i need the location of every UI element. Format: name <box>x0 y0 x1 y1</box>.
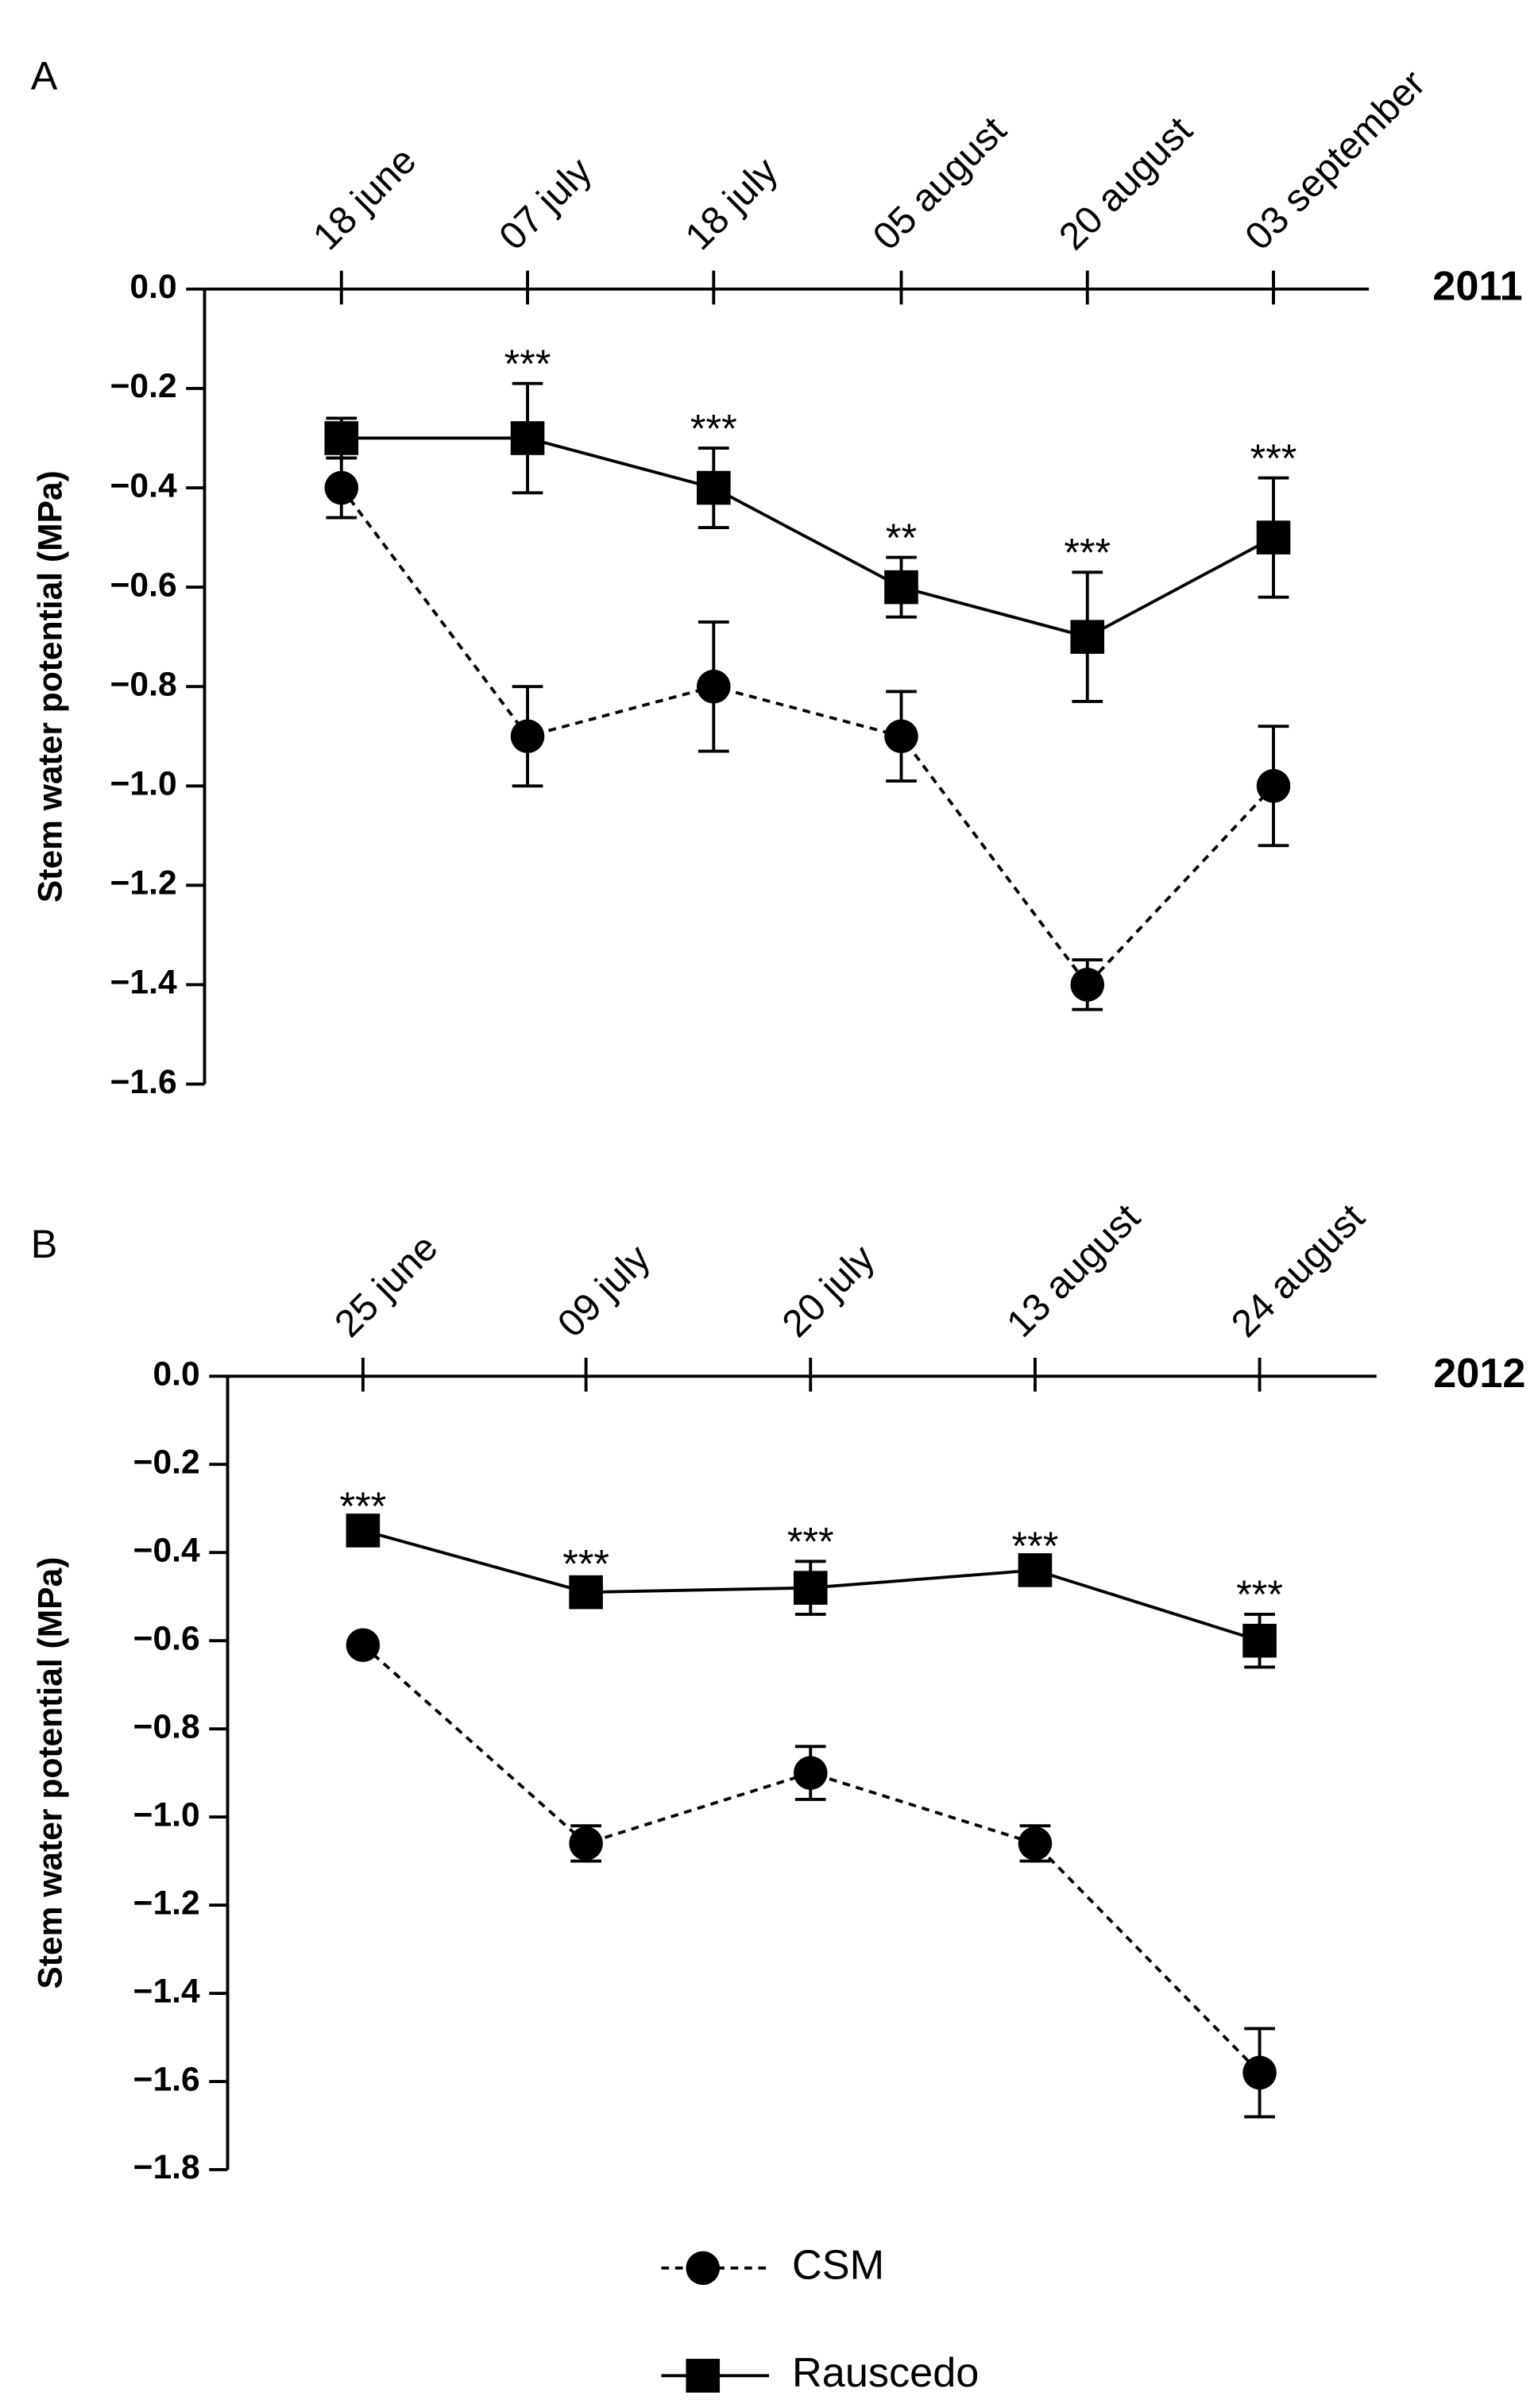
x-tick-label: 18 july <box>677 149 786 259</box>
x-tick-label: 25 june <box>327 1226 446 1345</box>
marker <box>346 1513 381 1548</box>
y-tick-label: −1.0 <box>110 765 177 803</box>
x-tick-label: 20 august <box>1051 108 1201 258</box>
significance-label: *** <box>1250 435 1297 481</box>
marker <box>1018 1553 1053 1587</box>
year-label: 2012 <box>1433 1351 1525 1397</box>
marker <box>510 719 545 754</box>
significance-label: *** <box>562 1540 609 1586</box>
marker <box>346 1628 381 1663</box>
marker <box>1242 1623 1277 1658</box>
y-tick-label: −0.8 <box>110 665 177 703</box>
y-tick-label: −1.4 <box>110 964 177 1002</box>
marker <box>1256 768 1291 803</box>
legend-label: CSM <box>792 2243 884 2289</box>
y-tick-label: 0.0 <box>153 1355 199 1393</box>
y-tick-label: −1.2 <box>110 864 177 903</box>
marker <box>1070 968 1105 1002</box>
y-tick-label: 0.0 <box>129 268 176 306</box>
significance-label: *** <box>1236 1571 1283 1617</box>
marker <box>884 719 918 754</box>
significance-label: ** <box>886 515 917 560</box>
year-label: 2011 <box>1432 264 1522 310</box>
y-tick-label: −0.6 <box>110 566 177 604</box>
y-tick-label: −1.2 <box>133 1884 200 1922</box>
marker <box>686 2251 721 2286</box>
x-tick-label: 03 september <box>1237 62 1433 258</box>
panel: A 2011 Stem water potential (MPa) 0.0 −0.2 −0… <box>31 52 1523 1101</box>
marker <box>686 2359 721 2393</box>
marker <box>793 1756 828 1790</box>
x-tick-label: 13 august <box>999 1196 1149 1346</box>
marker <box>324 421 359 455</box>
marker <box>1070 620 1105 654</box>
marker <box>569 1826 603 1861</box>
marker <box>324 470 359 505</box>
marker <box>697 669 731 704</box>
series-line <box>340 486 1275 988</box>
x-tick-label: 24 august <box>1223 1196 1374 1346</box>
y-tick-label: −1.8 <box>133 2148 200 2186</box>
significance-label: *** <box>1064 530 1111 575</box>
y-tick-label: −1.6 <box>110 1063 177 1101</box>
y-axis-title: Stem water potential (MPa) <box>31 1557 69 1989</box>
significance-label: *** <box>787 1519 834 1564</box>
x-tick-label: 09 july <box>550 1236 659 1346</box>
x-tick-label: 20 july <box>774 1236 883 1346</box>
marker <box>884 570 918 605</box>
significance-label: *** <box>504 341 551 386</box>
y-axis-title: Stem water potential (MPa) <box>31 470 69 903</box>
marker <box>510 421 545 455</box>
panel: B 2012 Stem water potential (MPa) 0.0 −0.2 −0… <box>31 1196 1526 2186</box>
panel-label: A <box>31 52 58 98</box>
y-tick-label: −0.8 <box>133 1707 200 1745</box>
panel-label: B <box>31 1221 58 1266</box>
y-tick-label: −1.6 <box>133 2060 200 2098</box>
significance-label: *** <box>1012 1523 1059 1568</box>
y-tick-label: −0.2 <box>110 367 177 405</box>
marker <box>1018 1826 1053 1861</box>
marker <box>1242 2055 1277 2090</box>
x-tick-label: 05 august <box>865 108 1015 258</box>
marker <box>793 1571 828 1605</box>
marker <box>569 1575 603 1610</box>
series-line <box>361 1644 1261 2074</box>
y-tick-label: −0.4 <box>133 1531 200 1569</box>
y-tick-label: −1.4 <box>133 1972 200 2010</box>
legend: CSM Rauscedo <box>661 2243 979 2396</box>
y-tick-label: −0.2 <box>133 1443 200 1481</box>
marker <box>697 470 731 505</box>
series-line <box>341 436 1274 639</box>
y-tick-label: −1.0 <box>133 1795 200 1834</box>
marker <box>1256 520 1291 555</box>
significance-label: *** <box>340 1483 387 1529</box>
significance-label: *** <box>690 405 737 450</box>
y-tick-label: −0.6 <box>133 1619 200 1657</box>
legend-label: Rauscedo <box>792 2350 979 2396</box>
x-tick-label: 18 june <box>305 139 424 258</box>
y-tick-label: −0.4 <box>110 466 177 504</box>
x-tick-label: 07 july <box>491 149 601 259</box>
